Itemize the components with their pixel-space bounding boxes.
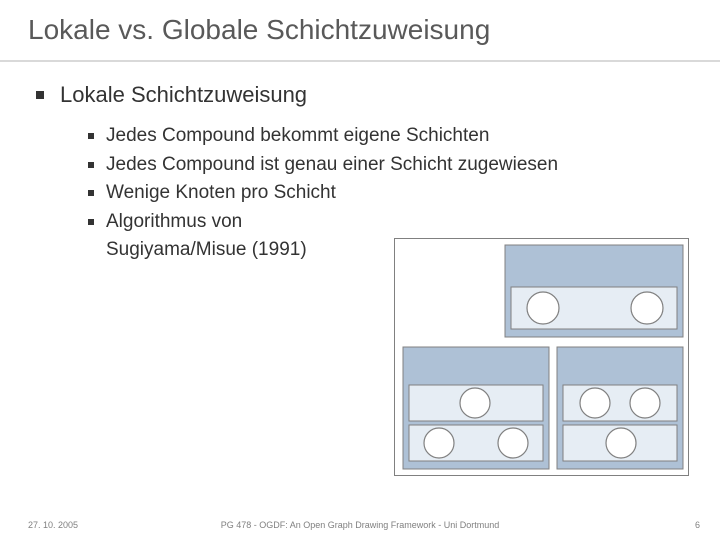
square-bullet-icon: [36, 91, 44, 99]
content: Lokale Schichtzuweisung Jedes Compound b…: [0, 46, 720, 265]
title-area: Lokale vs. Globale Schichtzuweisung: [0, 0, 720, 46]
list-item-text: Algorithmus von Sugiyama/Misue (1991): [106, 208, 307, 265]
square-bullet-icon: [88, 190, 94, 196]
title-underline: [0, 60, 720, 62]
square-bullet-icon: [88, 133, 94, 139]
section-heading: Lokale Schichtzuweisung: [36, 82, 720, 108]
page-title: Lokale vs. Globale Schichtzuweisung: [28, 14, 720, 46]
footer-page: 6: [695, 520, 700, 530]
footer-center: PG 478 - OGDF: An Open Graph Drawing Fra…: [0, 520, 720, 530]
footer: 27. 10. 2005 PG 478 - OGDF: An Open Grap…: [0, 520, 720, 530]
footer-date: 27. 10. 2005: [28, 520, 78, 530]
diagram-svg: [395, 239, 690, 477]
compound-diagram: [394, 238, 689, 476]
square-bullet-icon: [88, 219, 94, 225]
list-item-text: Jedes Compound bekommt eigene Schichten: [106, 122, 489, 151]
list-item-text: Jedes Compound ist genau einer Schicht z…: [106, 151, 558, 180]
list-item-text: Wenige Knoten pro Schicht: [106, 179, 336, 208]
section-heading-text: Lokale Schichtzuweisung: [60, 82, 307, 108]
square-bullet-icon: [88, 162, 94, 168]
list-item: Jedes Compound ist genau einer Schicht z…: [88, 151, 720, 180]
list-item: Jedes Compound bekommt eigene Schichten: [88, 122, 720, 151]
list-item: Wenige Knoten pro Schicht: [88, 179, 720, 208]
